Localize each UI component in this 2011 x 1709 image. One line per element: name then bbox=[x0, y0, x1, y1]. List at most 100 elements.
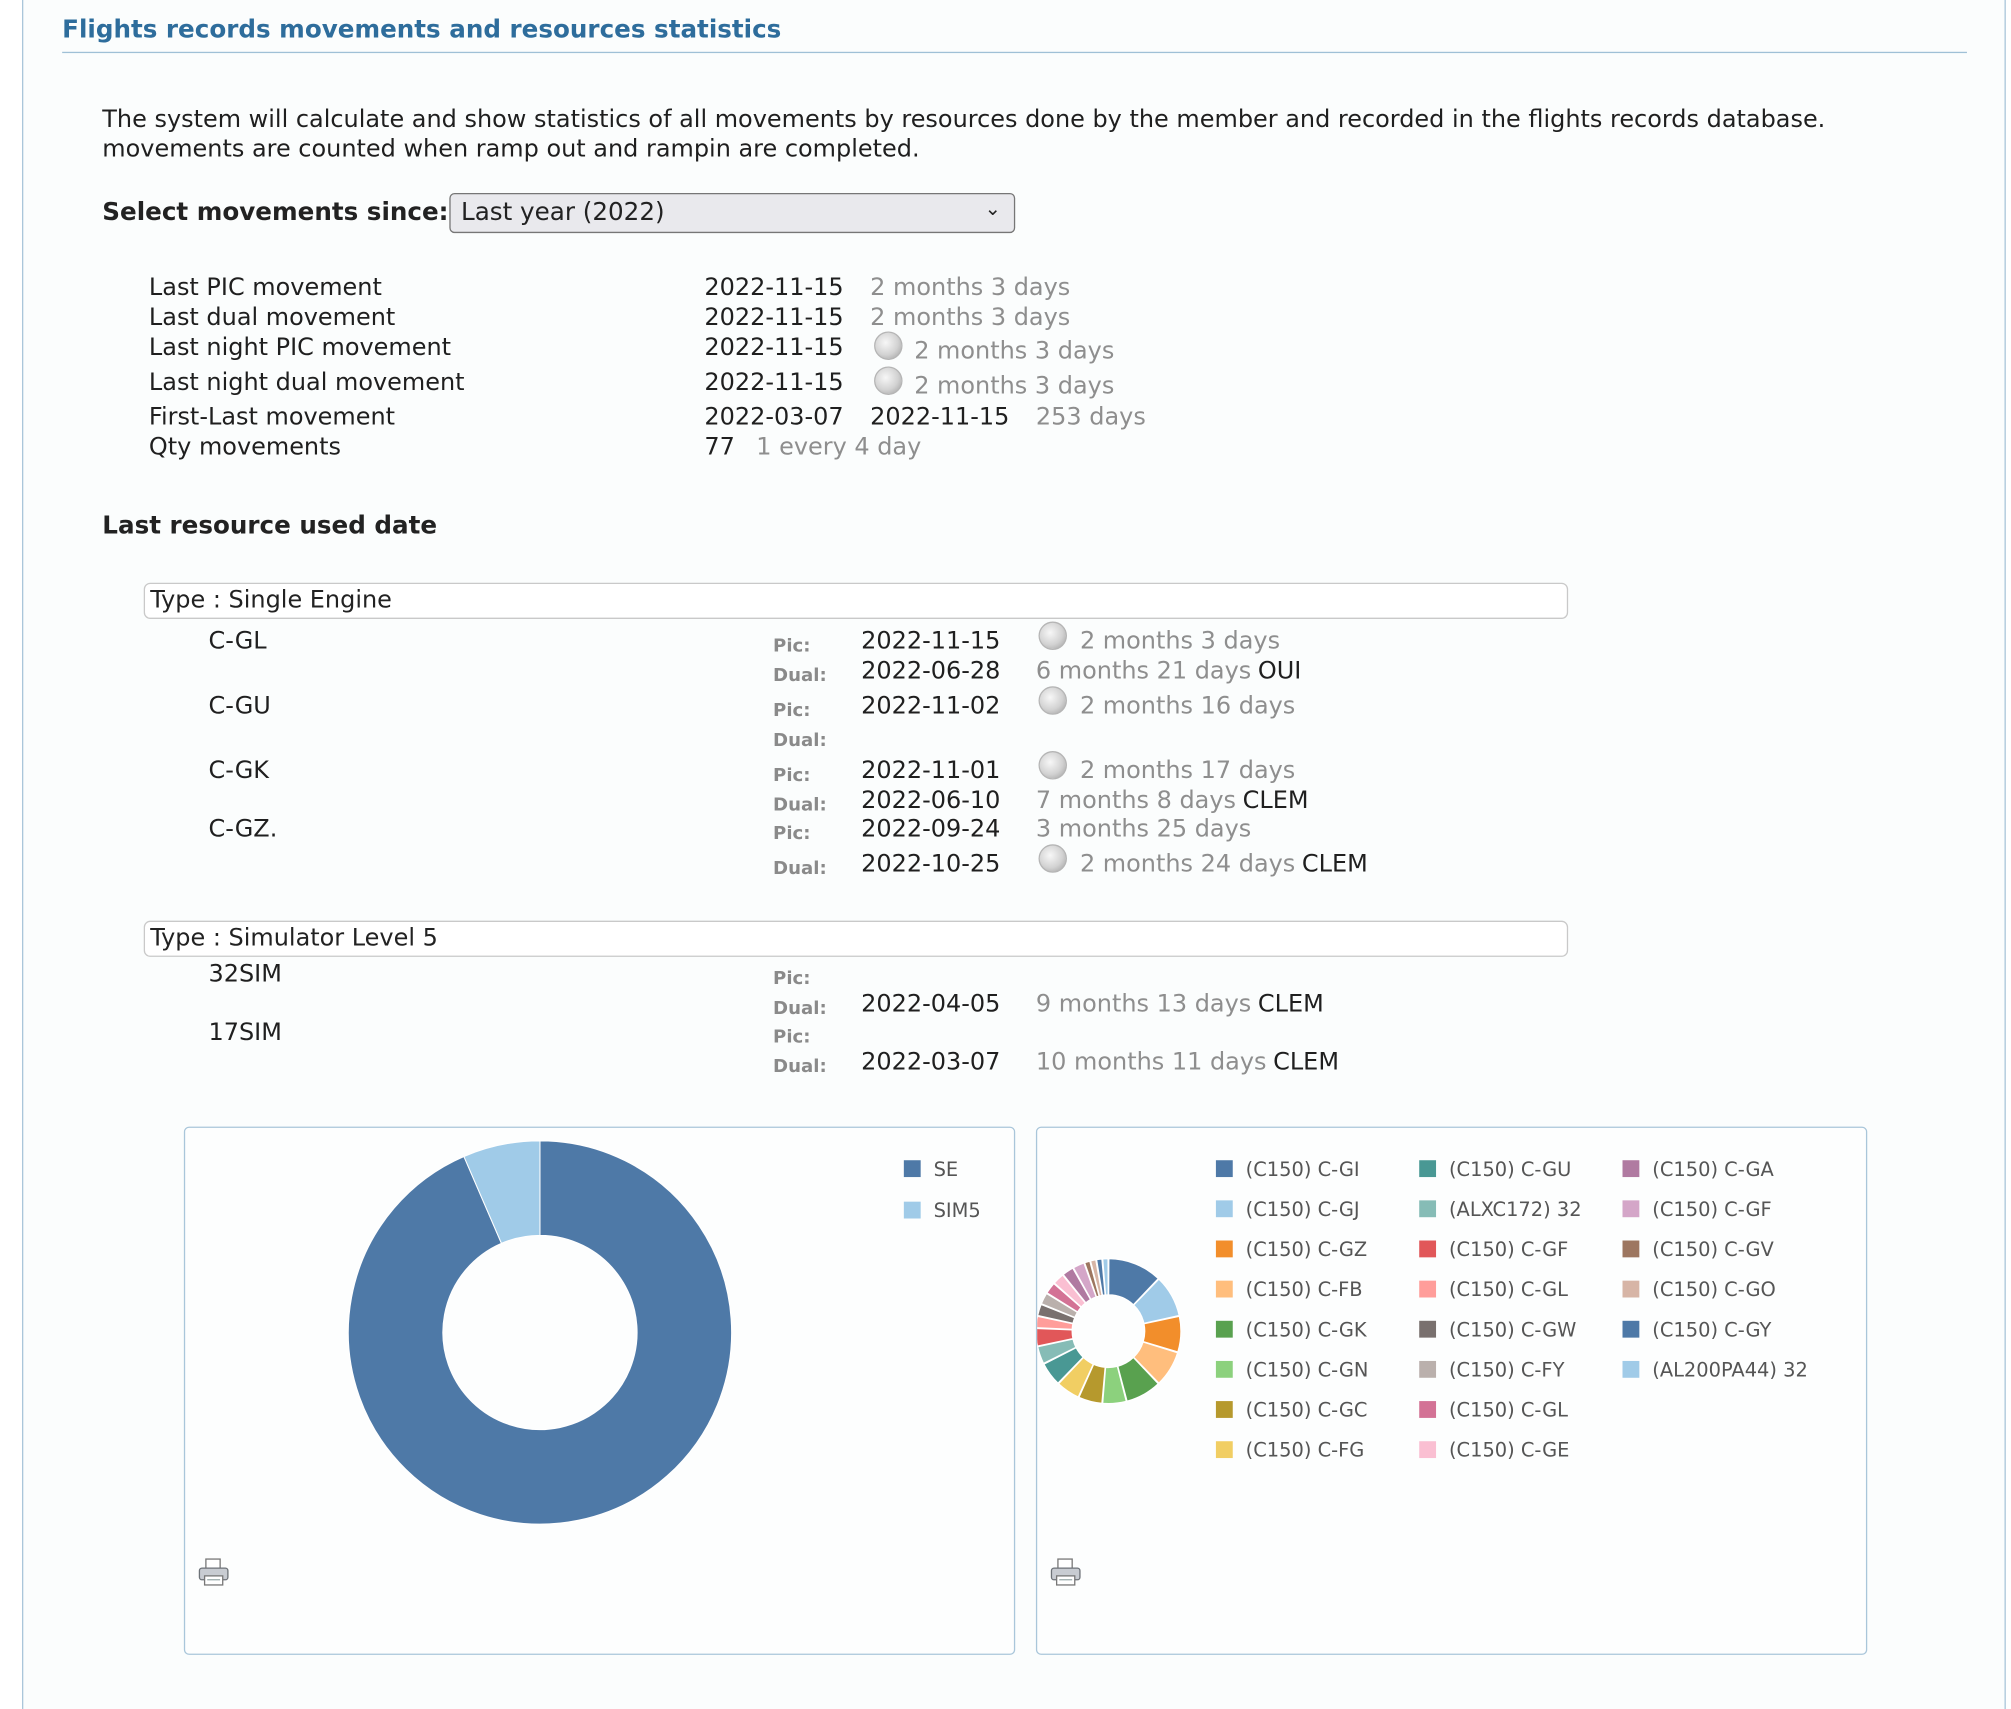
legend-label[interactable]: SIM5 bbox=[934, 1199, 981, 1222]
donut-slice[interactable] bbox=[1107, 1257, 1160, 1306]
legend-swatch bbox=[1215, 1360, 1233, 1378]
legend-swatch bbox=[1622, 1160, 1640, 1178]
resource-type-header: Type : Simulator Level 5 bbox=[143, 920, 1569, 957]
legend-label[interactable]: (C150) C-GL bbox=[1449, 1278, 1568, 1301]
legend-label[interactable]: (C150) C-GU bbox=[1449, 1158, 1571, 1181]
donut-slice[interactable] bbox=[1101, 1257, 1109, 1296]
legend-label[interactable]: (C150) C-GI bbox=[1246, 1158, 1360, 1181]
legend-label[interactable]: (C150) C-FY bbox=[1449, 1358, 1565, 1381]
dual-tag: Dual: bbox=[773, 665, 827, 687]
dual-instructor: OUI bbox=[1257, 657, 1302, 686]
pic-elapsed-row: 2 months 3 days bbox=[1080, 628, 1280, 655]
dual-tag: Dual: bbox=[773, 998, 827, 1020]
dual-instructor: CLEM bbox=[1257, 990, 1324, 1018]
dual-elapsed-row: 6 months 21 days OUI bbox=[1036, 658, 1301, 685]
pic-date: 2022-11-02 bbox=[861, 692, 1001, 720]
pic-date: 2022-11-01 bbox=[861, 757, 1001, 785]
stat-label: Last night PIC movement bbox=[148, 334, 452, 362]
dual-date: 2022-06-28 bbox=[861, 657, 1001, 686]
dual-instructor: CLEM bbox=[1242, 787, 1309, 815]
resource-registration: C-GL bbox=[208, 628, 267, 656]
legend-label[interactable]: (AL200PA44) 32 bbox=[1652, 1358, 1808, 1381]
legend-label[interactable]: (C150) C-GV bbox=[1652, 1238, 1774, 1261]
legend-swatch bbox=[1419, 1200, 1437, 1218]
pic-tag: Pic: bbox=[773, 968, 811, 990]
dual-elapsed-row: 7 months 8 days CLEM bbox=[1036, 787, 1309, 814]
stat-date: 2022-11-15 bbox=[704, 274, 844, 302]
legend-label[interactable]: (C150) C-GN bbox=[1246, 1358, 1369, 1381]
legend-swatch bbox=[1215, 1280, 1233, 1298]
stat-label: Last dual movement bbox=[148, 304, 396, 332]
legend-label[interactable]: (C150) C-GA bbox=[1652, 1158, 1774, 1181]
legend-label[interactable]: (C150) C-GL bbox=[1449, 1399, 1568, 1422]
dual-instructor: CLEM bbox=[1273, 1048, 1339, 1077]
legend-swatch bbox=[903, 1160, 921, 1178]
legend-label[interactable]: (ALXC172) 32 bbox=[1449, 1198, 1582, 1221]
dual-elapsed: 6 months 21 days bbox=[1035, 657, 1252, 686]
legend-swatch bbox=[1215, 1441, 1233, 1459]
printer-icon[interactable] bbox=[1050, 1558, 1081, 1586]
stat-elapsed: 2 months 3 days bbox=[870, 304, 1071, 332]
legend-swatch bbox=[1419, 1401, 1437, 1418]
dual-elapsed: 2 months 24 days bbox=[1079, 850, 1296, 878]
period-select-value: Last year (2022) bbox=[460, 198, 665, 227]
description-line-1: The system will calculate and show stati… bbox=[102, 106, 1826, 134]
legend-label[interactable]: (C150) C-GZ bbox=[1246, 1238, 1368, 1261]
legend-label[interactable]: (C150) C-GW bbox=[1449, 1318, 1576, 1341]
legend-label[interactable]: SE bbox=[934, 1158, 959, 1181]
moon-icon bbox=[874, 331, 903, 360]
legend-swatch bbox=[1622, 1240, 1640, 1258]
legend-swatch bbox=[1419, 1160, 1437, 1178]
dual-elapsed: 7 months 8 days bbox=[1035, 787, 1237, 815]
period-select-label: Select movements since: bbox=[102, 198, 449, 227]
pic-tag: Pic: bbox=[773, 1026, 811, 1048]
dual-instructor: CLEM bbox=[1301, 850, 1368, 878]
pic-elapsed-row: 3 months 25 days bbox=[1036, 816, 1251, 843]
donut-slice[interactable] bbox=[1116, 1356, 1160, 1403]
legend-label[interactable]: (C150) C-GC bbox=[1246, 1399, 1368, 1422]
legend-label[interactable]: (C150) C-FG bbox=[1246, 1439, 1365, 1462]
legend-swatch bbox=[1215, 1200, 1233, 1218]
moon-icon bbox=[874, 366, 903, 395]
donut-slice[interactable] bbox=[347, 1140, 733, 1525]
legend-swatch bbox=[1419, 1320, 1437, 1338]
dual-elapsed-row: 2 months 24 days CLEM bbox=[1080, 851, 1368, 878]
stat-elapsed: 2 months 3 days bbox=[870, 274, 1071, 302]
donut-slice[interactable] bbox=[1132, 1341, 1179, 1385]
pic-elapsed-row: 2 months 16 days bbox=[1080, 693, 1295, 720]
legend-label[interactable]: (C150) C-GF bbox=[1652, 1198, 1771, 1221]
printer-icon[interactable] bbox=[198, 1558, 229, 1586]
legend-label[interactable]: (C150) C-GO bbox=[1652, 1278, 1775, 1301]
legend-label[interactable]: (C150) C-GF bbox=[1449, 1238, 1568, 1261]
legend-label[interactable]: (C150) C-GE bbox=[1449, 1439, 1569, 1462]
resource-registration: C-GK bbox=[208, 757, 270, 785]
pic-date: 2022-09-24 bbox=[861, 815, 1001, 843]
title-divider bbox=[62, 51, 1967, 54]
dual-date: 2022-04-05 bbox=[861, 990, 1001, 1018]
resource-donut-chart: (C150) C-GI (C150) C-GJ (C150) C-GZ (C150) … bbox=[1035, 1158, 1808, 1462]
moon-icon bbox=[1038, 751, 1067, 780]
legend-swatch bbox=[1622, 1200, 1640, 1218]
stat-elapsed: 253 days bbox=[1035, 404, 1146, 432]
legend-swatch bbox=[1622, 1280, 1640, 1298]
legend-swatch bbox=[903, 1201, 921, 1219]
legend-label[interactable]: (C150) C-GY bbox=[1652, 1318, 1771, 1341]
legend-swatch bbox=[1419, 1360, 1437, 1378]
stat-elapsed: 2 months 3 days bbox=[914, 337, 1115, 366]
period-select[interactable]: Last year (2022) ⌄ bbox=[449, 192, 1016, 234]
dual-elapsed-row: 10 months 11 days CLEM bbox=[1036, 1049, 1339, 1076]
legend-label[interactable]: (C150) C-GJ bbox=[1246, 1198, 1360, 1221]
legend-label[interactable]: (C150) C-FB bbox=[1246, 1278, 1363, 1301]
description-line-2: movements are counted when ramp out and … bbox=[102, 135, 920, 164]
stat-label: Last night dual movement bbox=[148, 369, 465, 397]
pic-elapsed: 3 months 25 days bbox=[1035, 815, 1252, 843]
donut-slice[interactable] bbox=[463, 1140, 541, 1244]
donut-slice[interactable] bbox=[1142, 1315, 1182, 1353]
dual-tag: Dual: bbox=[773, 795, 827, 816]
legend-label[interactable]: (C150) C-GK bbox=[1246, 1318, 1368, 1341]
stat-elapsed: 1 every 4 day bbox=[756, 433, 922, 461]
pic-tag: Pic: bbox=[773, 765, 811, 787]
legend-swatch bbox=[1622, 1320, 1640, 1338]
pic-tag: Pic: bbox=[773, 700, 811, 722]
dual-date: 2022-03-07 bbox=[861, 1048, 1001, 1077]
